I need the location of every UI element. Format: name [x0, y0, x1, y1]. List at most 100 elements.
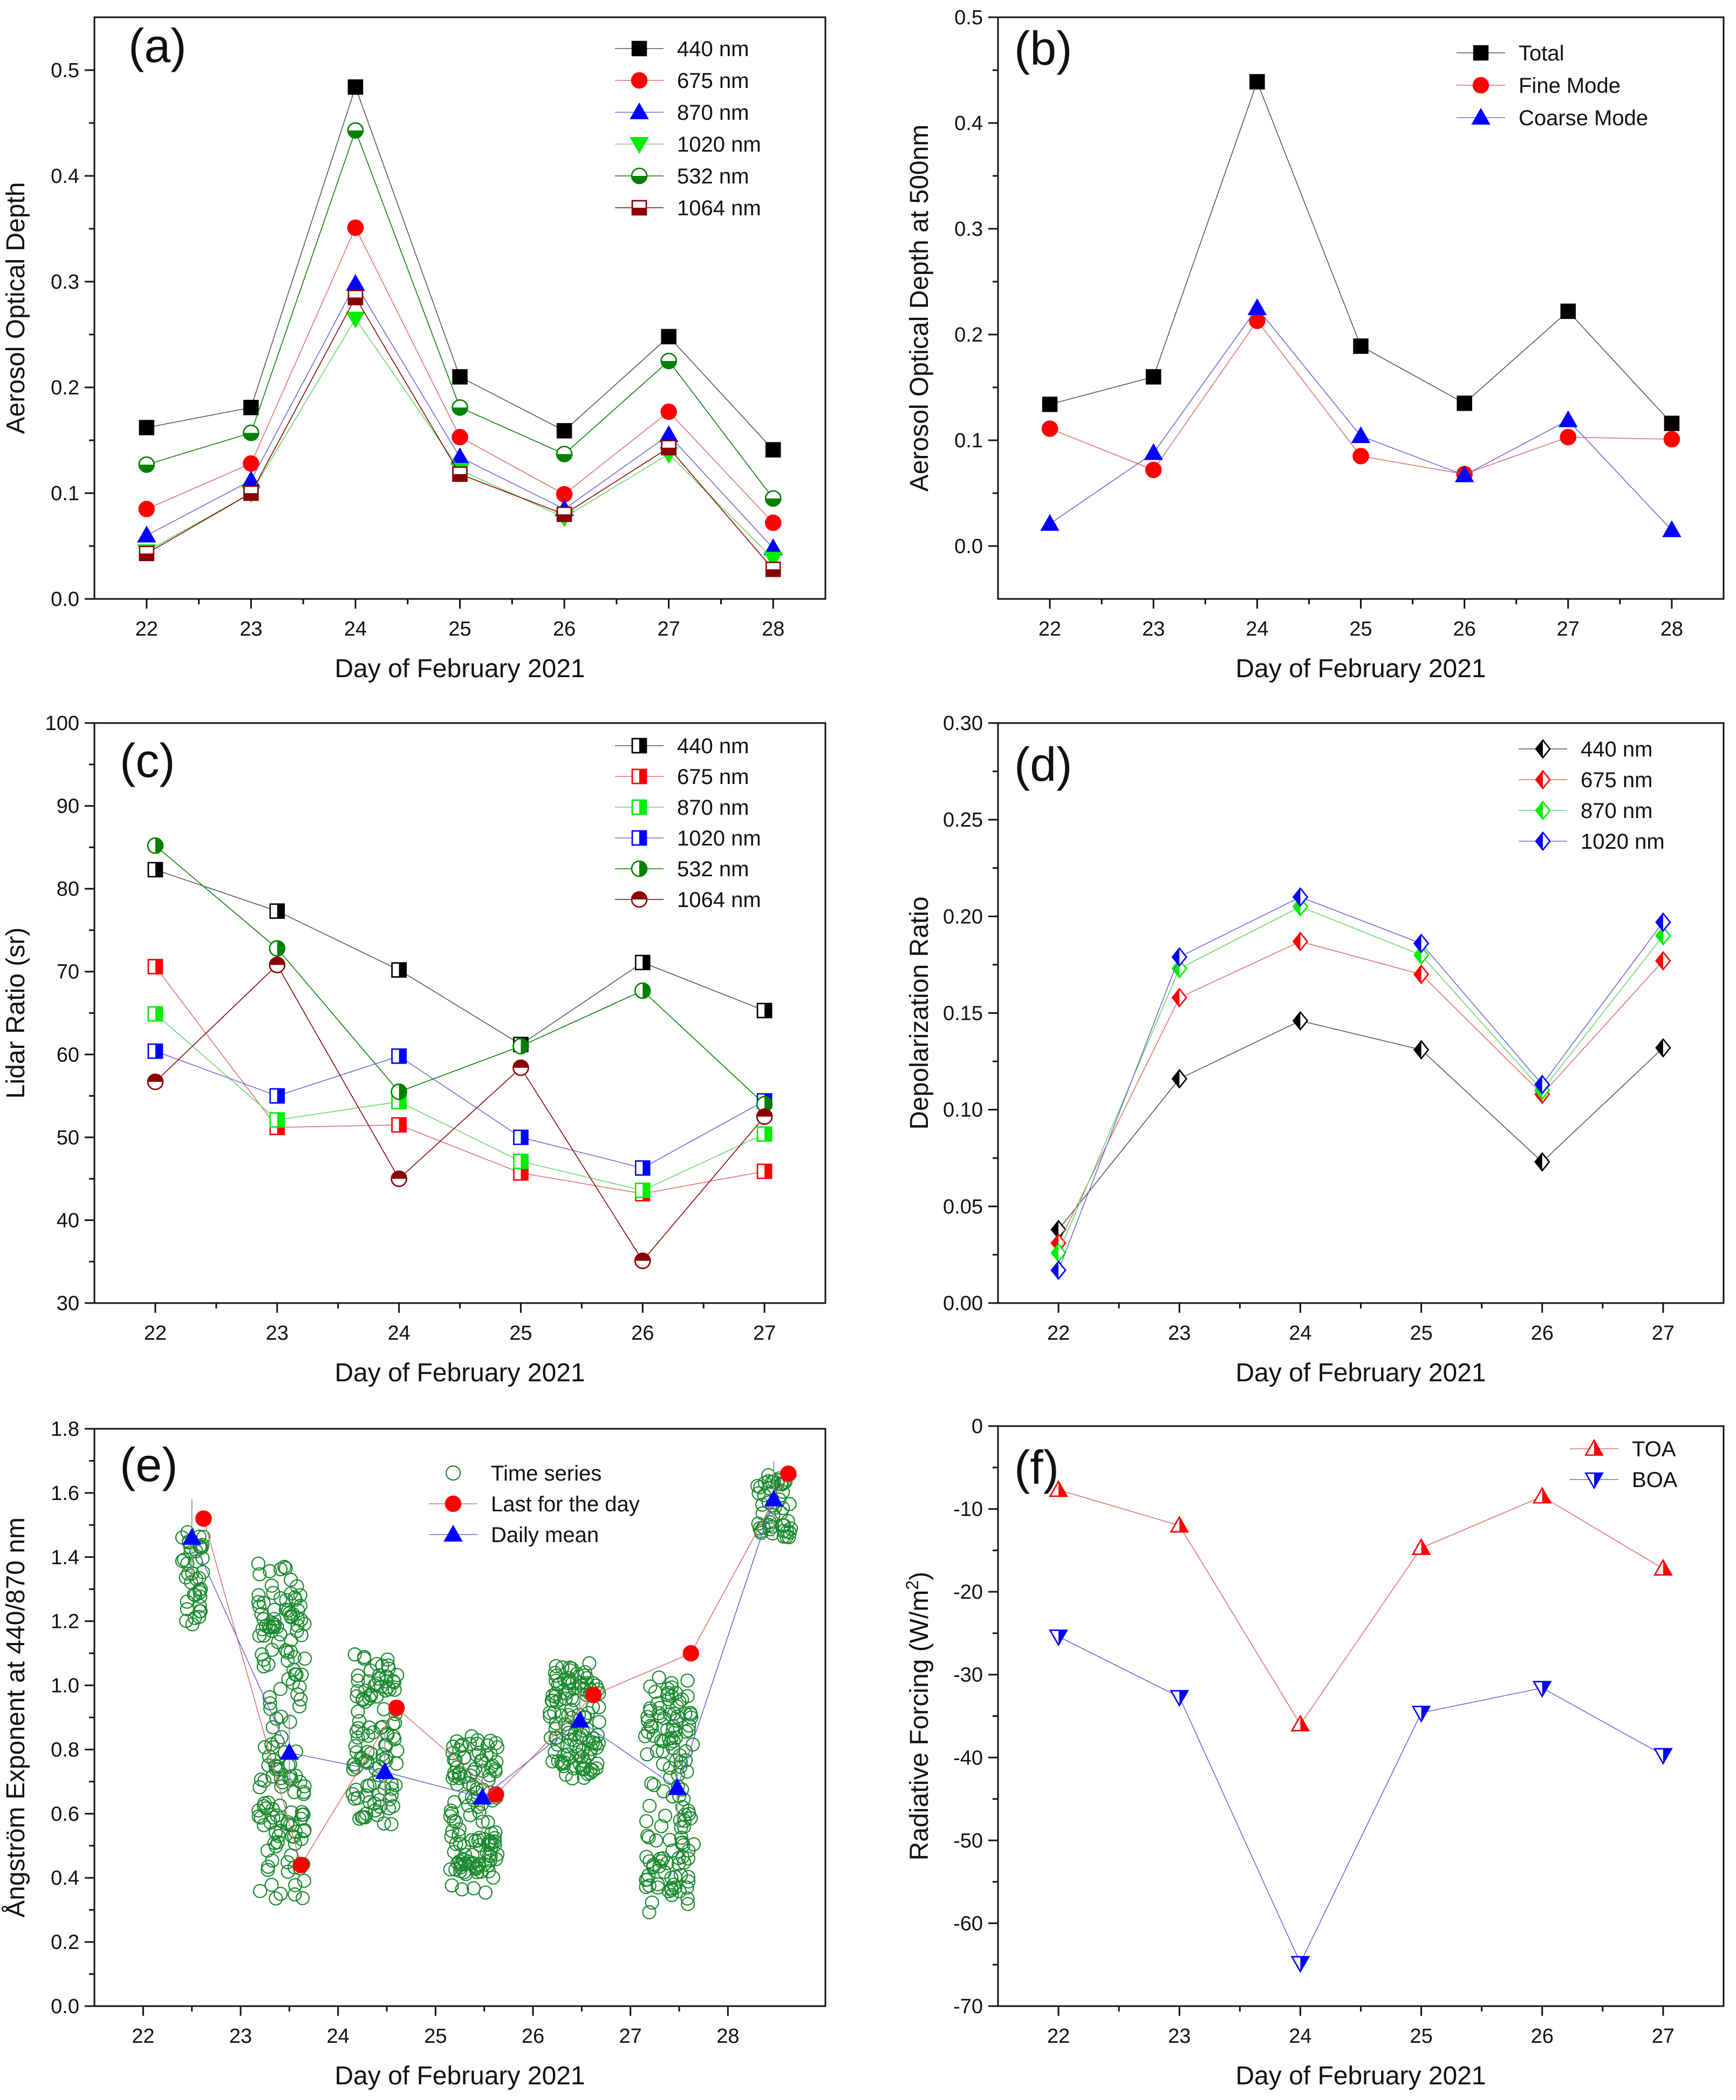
time-series-point: [370, 1656, 384, 1672]
legend-label: Fine Mode: [1519, 74, 1621, 98]
y-tick-label: 0.3: [954, 218, 983, 241]
data-point: [139, 546, 155, 561]
data-point: [347, 219, 364, 236]
y-tick-label: -40: [953, 1747, 983, 1769]
y-tick-label: 0.6: [51, 1803, 79, 1825]
y-tick-label: 90: [57, 795, 79, 818]
x-axis-title: Day of February 2021: [1235, 654, 1486, 683]
time-series-point: [288, 1878, 303, 1893]
time-series-point: [351, 1791, 365, 1805]
series-line: [155, 869, 765, 1045]
time-series-point: [293, 1599, 307, 1613]
time-series-point: [681, 1874, 696, 1889]
legend-item: 675 nm: [1519, 768, 1652, 792]
data-point: [1351, 426, 1371, 444]
legend-label: 440 nm: [1581, 738, 1652, 761]
series-675-nm: [1050, 931, 1671, 1253]
data-point: [1040, 514, 1060, 531]
legend-item: 675 nm: [615, 69, 749, 93]
legend-label: Last for the day: [491, 1492, 640, 1516]
x-tick-label: 23: [1168, 2025, 1191, 2048]
time-series-point: [449, 1734, 464, 1749]
legend-marker: [631, 40, 647, 57]
time-series-point: [443, 1809, 457, 1824]
legend-marker: [443, 1524, 463, 1542]
x-tick-label: 26: [1531, 1322, 1554, 1345]
series-total: [1042, 74, 1680, 431]
time-series-point: [590, 1728, 605, 1742]
time-series-point: [290, 1579, 304, 1594]
time-series-point: [362, 1778, 377, 1793]
x-tick-label: 27: [1652, 2025, 1675, 2048]
time-series-point: [195, 1551, 210, 1565]
legend-item: 1020 nm: [1519, 830, 1665, 854]
time-series-point: [471, 1746, 486, 1760]
series-line: [155, 845, 765, 1105]
time-series-point: [288, 1887, 302, 1902]
panel-label: (b): [1014, 22, 1072, 75]
series-870-nm: [137, 274, 783, 555]
time-series-point: [642, 1798, 657, 1813]
time-series-point: [293, 1811, 309, 1826]
time-series-point: [253, 1884, 268, 1898]
time-series-point: [387, 1682, 402, 1697]
data-point: [139, 420, 155, 435]
time-series-point: [545, 1754, 560, 1769]
time-series-point: [180, 1602, 194, 1617]
data-point: [147, 862, 163, 878]
data-point: [661, 329, 676, 345]
time-series-point: [673, 1748, 687, 1763]
time-series-point: [646, 1778, 661, 1792]
data-point: [1653, 1559, 1673, 1576]
data-point: [660, 352, 677, 370]
time-series-point: [277, 1559, 292, 1574]
data-point: [1042, 397, 1058, 412]
series-line: [1058, 1636, 1664, 1965]
time-series-point: [641, 1830, 656, 1845]
x-tick-label: 27: [1557, 618, 1580, 640]
y-tick-label: -70: [953, 1995, 983, 2018]
time-series-point: [668, 1723, 682, 1738]
y-tick-label: 0.0: [51, 1995, 79, 2018]
time-series-point: [674, 1820, 688, 1835]
legend-item: 870 nm: [1519, 799, 1652, 823]
time-series-point: [751, 1486, 766, 1501]
legend-label: 532 nm: [677, 165, 749, 188]
time-series-point: [668, 1730, 683, 1745]
data-point: [138, 456, 155, 473]
panel-b: 22 23 24 25 26 27 28 0.0 0.1 0.2 0.3 0.4 0.5 Day of F…: [905, 6, 1725, 683]
time-series-point: [643, 1679, 658, 1694]
legend-marker: [631, 891, 648, 908]
time-series-point: [381, 1661, 396, 1676]
data-point: [1663, 431, 1680, 448]
data-point: [1655, 926, 1671, 946]
time-series-point: [564, 1702, 578, 1717]
time-series-point: [643, 1854, 657, 1869]
time-series-point: [662, 1736, 678, 1751]
y-tick-label: 0.0: [51, 588, 79, 611]
time-series-point: [490, 1740, 504, 1755]
time-series-point: [452, 1854, 467, 1869]
time-series-point: [283, 1715, 297, 1729]
legend-marker: [1584, 1438, 1604, 1456]
time-series-point: [252, 1567, 267, 1581]
y-tick-label: 0.20: [943, 905, 983, 928]
time-series-point: [670, 1709, 685, 1724]
time-series-point: [466, 1779, 481, 1794]
time-series-point: [351, 1704, 365, 1719]
data-point: [1413, 933, 1430, 953]
data-point: [1292, 1011, 1309, 1031]
data-point: [243, 455, 259, 472]
x-tick-label: 27: [658, 618, 680, 640]
time-series-point: [648, 1685, 662, 1699]
time-series-point: [176, 1552, 192, 1567]
time-series-point: [295, 1891, 310, 1905]
time-series-point: [180, 1556, 195, 1571]
legend-marker: [631, 830, 647, 846]
legend-item: 532 nm: [615, 165, 749, 188]
time-series-point: [264, 1878, 279, 1892]
time-series-point: [575, 1750, 589, 1764]
legend-item: Last for the day: [429, 1492, 640, 1516]
y-tick-label: 0.2: [51, 1931, 79, 1954]
time-series-point: [447, 1813, 461, 1828]
